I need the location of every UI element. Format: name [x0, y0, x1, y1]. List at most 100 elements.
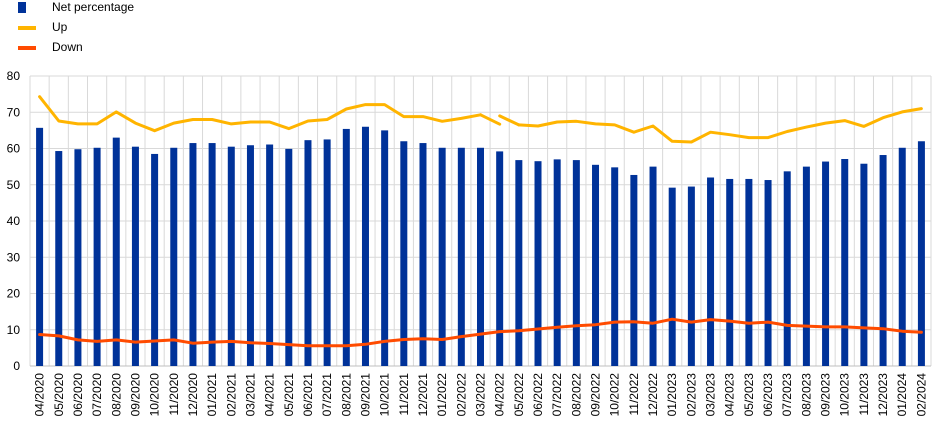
bar [783, 171, 791, 366]
x-tick-label: 06/2020 [71, 373, 85, 417]
bar [687, 186, 695, 366]
x-tick-label: 04/2020 [33, 373, 47, 417]
x-tick-label: 08/2021 [339, 373, 353, 417]
bar [285, 148, 293, 366]
legend-label-down: Down [52, 40, 83, 54]
y-tick-label: 20 [7, 287, 21, 301]
line-up [517, 107, 923, 144]
bar [55, 151, 63, 366]
y-tick-label: 60 [7, 142, 21, 156]
bar [381, 130, 389, 366]
net-percentage-bars [36, 126, 925, 367]
bar [170, 147, 178, 366]
x-tick-label: 12/2021 [416, 373, 430, 417]
x-tick-label: 10/2022 [608, 373, 622, 417]
x-tick-label: 12/2023 [876, 373, 890, 417]
x-tick-label: 04/2022 [493, 373, 507, 417]
x-tick-label: 01/2022 [435, 373, 449, 417]
y-tick-label: 10 [7, 323, 21, 337]
bar [457, 147, 465, 366]
legend-item-net-percentage: Net percentage [18, 0, 218, 16]
bar [860, 163, 868, 366]
y-tick-label: 0 [13, 359, 20, 373]
x-tick-label: 02/2023 [684, 373, 698, 417]
legend-item-down: Down [18, 40, 218, 56]
line-up [498, 114, 521, 127]
x-tick-label: 07/2020 [90, 373, 104, 417]
x-tick-label: 10/2020 [148, 373, 162, 417]
bar [553, 159, 561, 366]
bar [227, 146, 235, 366]
bar [361, 126, 369, 366]
x-tick-label: 03/2022 [474, 373, 488, 417]
y-tick-label: 40 [7, 214, 21, 228]
bar [898, 147, 906, 366]
x-tick-label: 03/2023 [704, 373, 718, 417]
x-tick-label: 12/2020 [186, 373, 200, 417]
bar [822, 161, 830, 366]
y-axis-tick-labels: 0 10 20 30 40 50 60 70 80 [7, 69, 21, 373]
bar [112, 137, 120, 366]
line-up [38, 95, 482, 133]
y-tick-label: 30 [7, 250, 21, 264]
x-tick-label: 03/2021 [243, 373, 257, 417]
x-tick-label: 07/2023 [780, 373, 794, 417]
x-tick-label: 10/2023 [838, 373, 852, 417]
bar [572, 160, 580, 366]
bar [400, 141, 408, 366]
bar [266, 144, 274, 366]
bar [131, 146, 139, 366]
bar [611, 167, 619, 366]
x-tick-label: 11/2021 [397, 373, 411, 416]
x-tick-label: 05/2022 [512, 373, 526, 417]
legend-item-up: Up [18, 20, 218, 36]
x-tick-label: 02/2024 [914, 373, 928, 417]
y-tick-label: 50 [7, 178, 21, 192]
line-down [38, 317, 923, 348]
bar [841, 159, 849, 366]
x-tick-label: 08/2020 [109, 373, 123, 417]
x-tick-label: 04/2023 [723, 373, 737, 417]
x-axis-tick-labels: 04/2020 05/2020 06/2020 07/2020 08/2020 09/20… [33, 373, 929, 417]
x-tick-label: 06/2023 [761, 373, 775, 417]
x-tick-label: 11/2020 [167, 373, 181, 416]
x-tick-label: 06/2021 [301, 373, 315, 417]
x-tick-label: 04/2021 [263, 373, 277, 417]
bar [649, 166, 657, 366]
x-tick-label: 08/2022 [569, 373, 583, 417]
bar [93, 147, 101, 366]
x-tick-label: 07/2021 [320, 373, 334, 417]
bar [707, 177, 715, 366]
bar [151, 153, 159, 366]
x-tick-label: 09/2021 [358, 373, 372, 417]
legend-swatch-down [18, 46, 36, 50]
x-tick-label: 01/2024 [895, 373, 909, 417]
legend-swatch-net-percentage [18, 2, 26, 13]
bar [477, 147, 484, 366]
bar [745, 178, 753, 366]
legend-label-up: Up [52, 20, 68, 34]
bar [208, 143, 216, 366]
bar [764, 180, 772, 366]
gridlines [29, 75, 932, 367]
legend-swatch-up [18, 26, 36, 30]
x-tick-label: 12/2022 [646, 373, 660, 417]
bar [515, 160, 523, 366]
y-tick-label: 70 [7, 105, 21, 119]
bar [419, 143, 427, 366]
x-tick-label: 02/2022 [454, 373, 468, 417]
x-tick-label: 07/2022 [550, 373, 564, 417]
bar [74, 149, 82, 366]
bar [630, 174, 638, 366]
bar [438, 147, 446, 366]
bar [534, 161, 542, 366]
x-tick-label: 01/2023 [665, 373, 679, 417]
x-tick-label: 09/2020 [128, 373, 142, 417]
bar [342, 128, 350, 366]
x-tick-label: 11/2023 [857, 373, 871, 416]
legend-label-net-percentage: Net percentage [52, 0, 135, 14]
bar [36, 127, 44, 367]
bar [304, 140, 312, 366]
bar [246, 145, 254, 366]
